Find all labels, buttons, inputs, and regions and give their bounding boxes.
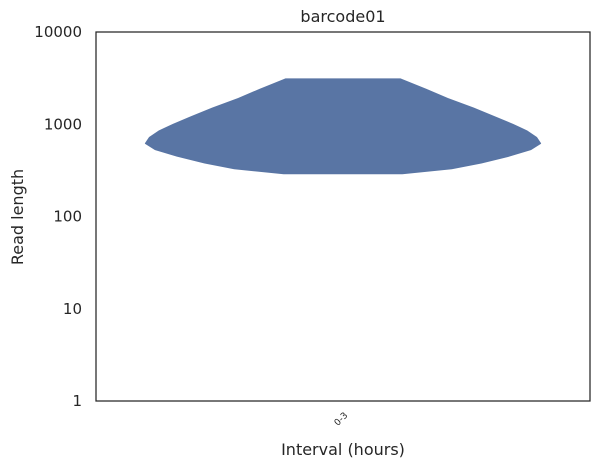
y-tick-label: 1000 [44, 115, 82, 133]
x-tick-labels: 0-3 [333, 411, 350, 428]
plot-layer [144, 78, 542, 175]
violin-0-3 [144, 78, 542, 175]
y-tick-label: 1 [72, 392, 82, 410]
plot-frame [95, 31, 591, 402]
y-tick-label: 10000 [34, 23, 82, 41]
y-tick-label: 100 [53, 208, 82, 226]
y-axis-label: Read length [8, 169, 27, 265]
y-tick-label: 10 [63, 300, 82, 318]
x-tick-label: 0-3 [333, 411, 350, 428]
chart-title: barcode01 [300, 7, 385, 26]
y-tick-labels: 1 10 100 1000 10000 [34, 23, 82, 410]
x-axis-label: Interval (hours) [281, 440, 405, 459]
